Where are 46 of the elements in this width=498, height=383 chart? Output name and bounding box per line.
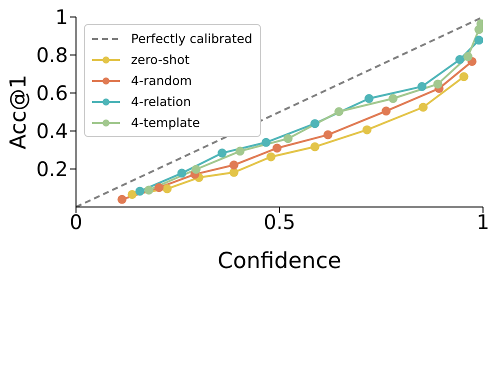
point	[455, 55, 464, 64]
y-tick-label: 1	[55, 5, 68, 30]
point	[229, 168, 238, 177]
point	[177, 168, 186, 178]
x-tick-label: 0.5	[264, 210, 296, 234]
point	[117, 194, 126, 204]
point	[388, 94, 398, 104]
y-axis-title: Acc@1	[6, 74, 32, 150]
point	[284, 134, 293, 144]
point	[162, 184, 172, 194]
legend-label: 4-template	[131, 115, 200, 130]
point	[266, 152, 276, 162]
y-tick-label: 0.4	[36, 119, 68, 144]
legend-label: 4-random	[131, 73, 192, 88]
y-tick-label: 0.8	[36, 43, 68, 68]
point	[362, 125, 372, 134]
legend-label: zero-shot	[131, 52, 190, 67]
point	[135, 186, 144, 196]
point	[262, 138, 271, 147]
x-tick-label: 0	[70, 210, 82, 234]
point	[144, 186, 154, 195]
point	[272, 144, 282, 153]
x-axis-title: Confidence	[218, 249, 342, 274]
legend-label: 4-relation	[131, 94, 192, 109]
y-tick-label: 0.2	[36, 157, 68, 182]
point	[192, 164, 201, 174]
point	[433, 80, 442, 89]
point	[418, 102, 428, 112]
point	[128, 190, 137, 199]
point	[382, 106, 391, 116]
point	[459, 72, 468, 82]
point	[323, 130, 332, 140]
point	[229, 160, 238, 170]
point	[154, 183, 164, 192]
point	[310, 142, 320, 152]
y-tick-label: 0.6	[36, 81, 68, 106]
x-tick-label: 1	[476, 210, 490, 234]
point	[218, 148, 227, 158]
point	[417, 82, 426, 92]
point	[463, 52, 472, 62]
point	[474, 36, 483, 45]
point	[334, 107, 344, 116]
point	[236, 146, 245, 156]
point	[364, 94, 374, 104]
legend-label: Perfectly calibrated	[131, 31, 252, 46]
point	[310, 119, 320, 128]
